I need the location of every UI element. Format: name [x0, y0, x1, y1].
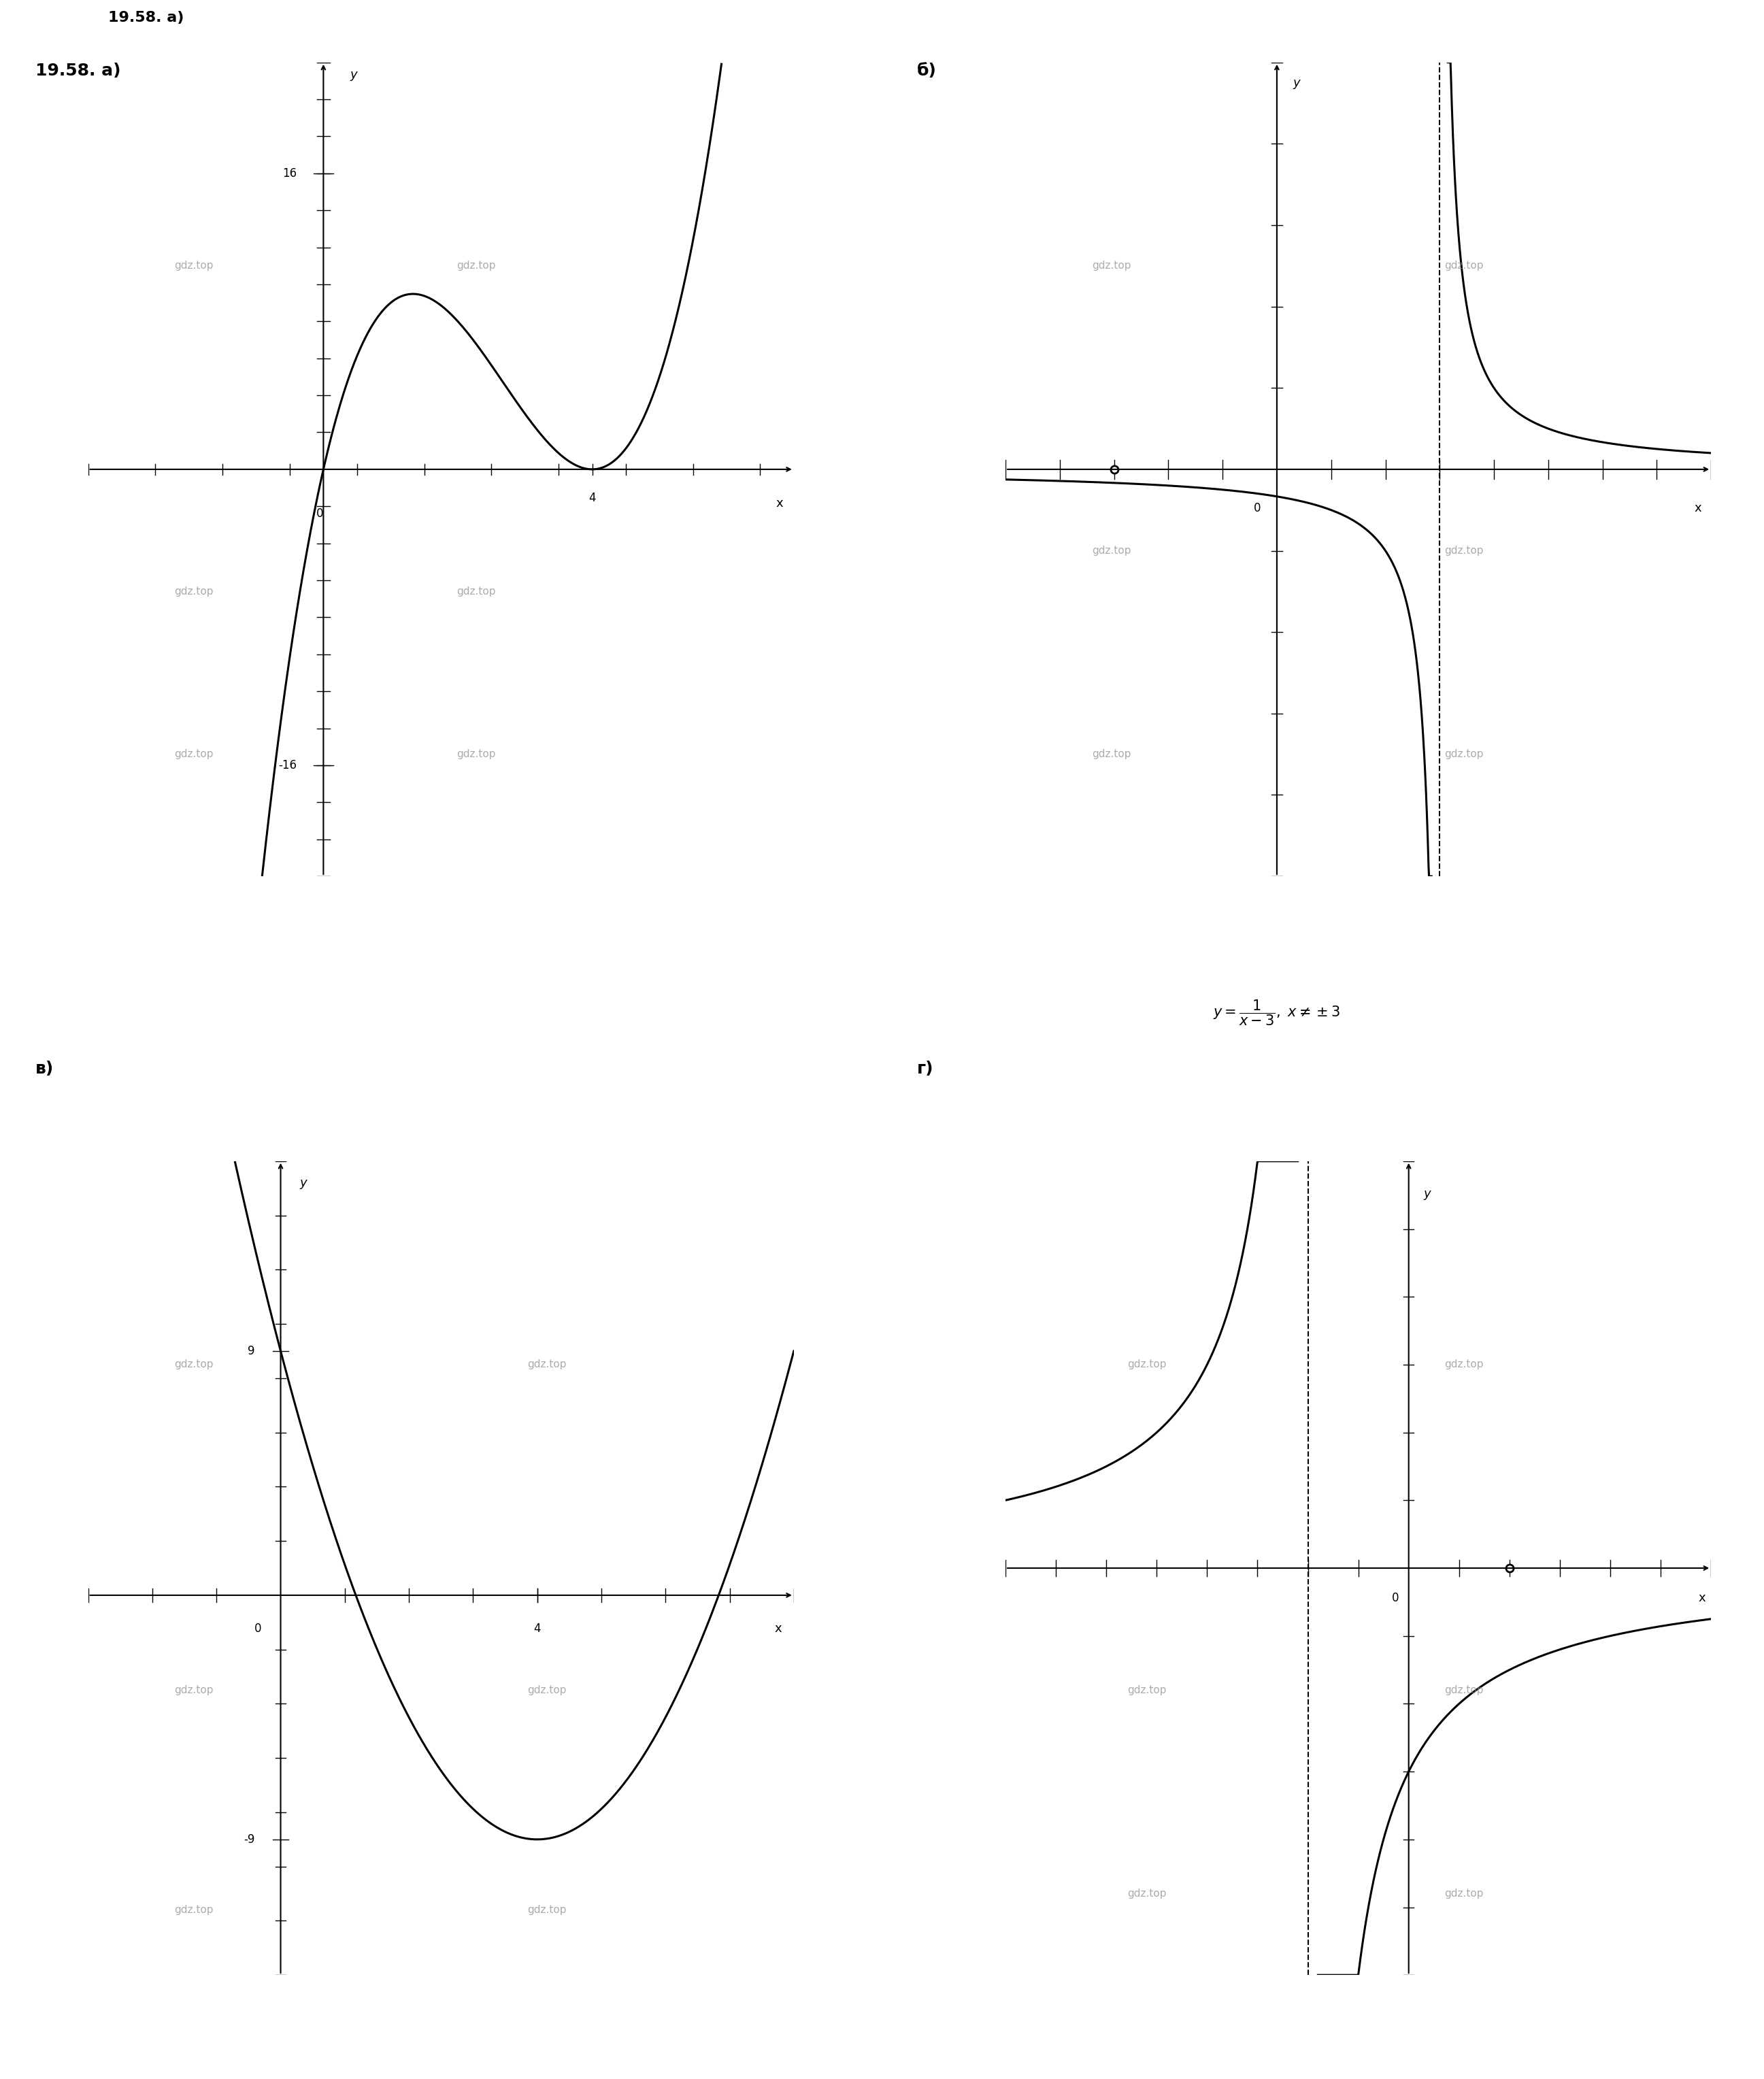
Text: 16: 16 [282, 166, 296, 179]
Text: gdz.top: gdz.top [175, 1686, 213, 1694]
Text: $y = \dfrac{1}{x-3},\ x\neq\pm 3$: $y = \dfrac{1}{x-3},\ x\neq\pm 3$ [1214, 998, 1341, 1027]
Text: gdz.top: gdz.top [175, 1904, 213, 1915]
Text: gdz.top: gdz.top [175, 586, 213, 597]
Text: gdz.top: gdz.top [527, 1686, 566, 1694]
Text: gdz.top: gdz.top [457, 260, 496, 270]
Text: gdz.top: gdz.top [1092, 545, 1131, 555]
Text: в): в) [35, 1060, 55, 1077]
Text: г): г) [917, 1060, 933, 1077]
Text: gdz.top: gdz.top [1445, 1360, 1484, 1370]
Text: gdz.top: gdz.top [527, 1904, 566, 1915]
Text: x: x [1699, 1593, 1706, 1605]
Text: -16: -16 [279, 759, 296, 771]
Text: 4: 4 [589, 491, 596, 503]
Text: gdz.top: gdz.top [1445, 1686, 1484, 1694]
Text: gdz.top: gdz.top [1445, 748, 1484, 759]
Text: x: x [1695, 501, 1702, 514]
Text: 9: 9 [247, 1345, 256, 1358]
Text: 0: 0 [316, 507, 323, 520]
Text: gdz.top: gdz.top [457, 586, 496, 597]
Text: 0: 0 [1392, 1593, 1399, 1605]
Text: 0: 0 [1254, 501, 1261, 514]
Text: y: y [351, 69, 358, 81]
Text: y: y [300, 1177, 307, 1189]
Text: gdz.top: gdz.top [1445, 545, 1484, 555]
Text: gdz.top: gdz.top [1445, 1888, 1484, 1898]
Text: gdz.top: gdz.top [1092, 260, 1131, 270]
Text: б): б) [917, 62, 937, 79]
Text: gdz.top: gdz.top [457, 748, 496, 759]
Text: gdz.top: gdz.top [175, 1360, 213, 1370]
Text: gdz.top: gdz.top [1092, 748, 1131, 759]
Text: -9: -9 [243, 1834, 256, 1846]
Text: gdz.top: gdz.top [1127, 1686, 1166, 1694]
Text: gdz.top: gdz.top [1127, 1360, 1166, 1370]
Text: 19.58. a): 19.58. a) [35, 62, 120, 79]
Text: gdz.top: gdz.top [1445, 260, 1484, 270]
Text: x: x [776, 497, 783, 509]
Text: y: y [1293, 77, 1300, 89]
Text: 4: 4 [534, 1622, 542, 1634]
Text: y: y [1424, 1187, 1431, 1200]
Text: 19.58. a): 19.58. a) [108, 10, 183, 25]
Text: gdz.top: gdz.top [527, 1360, 566, 1370]
Text: gdz.top: gdz.top [175, 748, 213, 759]
Text: 0: 0 [254, 1622, 261, 1634]
Text: x: x [774, 1622, 781, 1634]
Text: gdz.top: gdz.top [175, 260, 213, 270]
Text: gdz.top: gdz.top [1127, 1888, 1166, 1898]
